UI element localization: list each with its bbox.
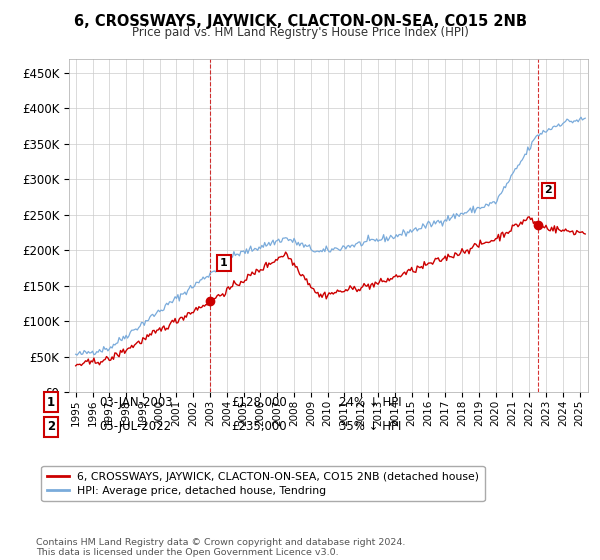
Text: £235,000: £235,000 — [231, 420, 287, 433]
Text: 2: 2 — [47, 420, 55, 433]
Text: £128,000: £128,000 — [231, 395, 287, 409]
Text: 1: 1 — [220, 258, 228, 268]
Text: 6, CROSSWAYS, JAYWICK, CLACTON-ON-SEA, CO15 2NB: 6, CROSSWAYS, JAYWICK, CLACTON-ON-SEA, C… — [74, 14, 527, 29]
Text: 03-JAN-2003: 03-JAN-2003 — [99, 395, 173, 409]
Text: 24% ↓ HPI: 24% ↓ HPI — [339, 395, 401, 409]
Text: Price paid vs. HM Land Registry's House Price Index (HPI): Price paid vs. HM Land Registry's House … — [131, 26, 469, 39]
Text: 2: 2 — [544, 185, 552, 195]
Text: 05-JUL-2022: 05-JUL-2022 — [99, 420, 171, 433]
Text: Contains HM Land Registry data © Crown copyright and database right 2024.
This d: Contains HM Land Registry data © Crown c… — [36, 538, 406, 557]
Text: 1: 1 — [47, 395, 55, 409]
Legend: 6, CROSSWAYS, JAYWICK, CLACTON-ON-SEA, CO15 2NB (detached house), HPI: Average p: 6, CROSSWAYS, JAYWICK, CLACTON-ON-SEA, C… — [41, 466, 485, 501]
Text: 35% ↓ HPI: 35% ↓ HPI — [339, 420, 401, 433]
